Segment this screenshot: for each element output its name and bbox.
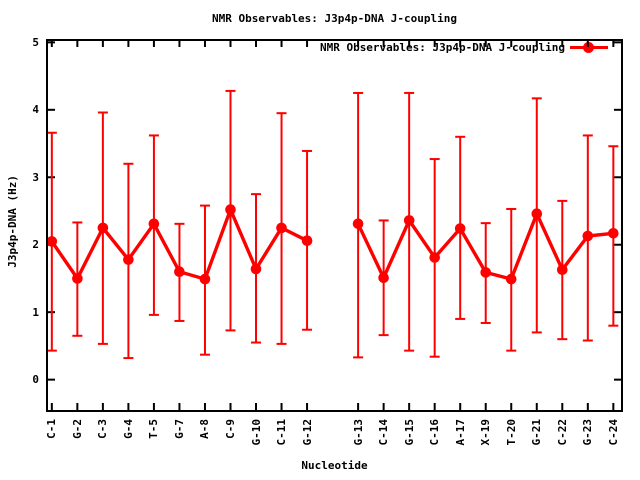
x-tick-label: T-5 <box>147 419 160 439</box>
chart-title: NMR Observables: J3p4p-DNA J-coupling <box>211 12 458 25</box>
data-point <box>557 264 568 275</box>
data-point <box>225 204 236 215</box>
y-tick-label: 1 <box>32 305 39 319</box>
x-tick-label: G-4 <box>122 419 135 439</box>
x-tick-label: G-12 <box>301 419 314 446</box>
data-point <box>48 236 58 247</box>
data-point <box>97 222 109 234</box>
legend-sample <box>570 41 608 54</box>
x-tick-label: G-23 <box>581 419 594 446</box>
y-tick-label: 5 <box>32 35 39 49</box>
x-tick-label: C-1 <box>45 419 58 439</box>
x-tick-label: A-17 <box>454 419 467 446</box>
x-tick-label: X-19 <box>479 419 492 446</box>
y-axis-title: J3p4p-DNA (Hz) <box>6 175 19 268</box>
x-tick-label: G-10 <box>250 419 263 446</box>
x-tick-label: C-11 <box>275 419 288 446</box>
data-point <box>505 273 517 285</box>
x-tick-label: G-2 <box>71 419 84 439</box>
x-tick-label: G-7 <box>173 419 186 439</box>
data-point <box>199 273 211 285</box>
x-tick-label: T-20 <box>505 419 518 446</box>
x-axis-title: Nucleotide <box>301 459 368 472</box>
data-point <box>276 222 287 234</box>
x-tick-label: G-13 <box>352 419 365 446</box>
y-tick-label: 3 <box>32 170 39 184</box>
x-tick-label: A-8 <box>198 419 211 439</box>
data-point <box>174 266 185 277</box>
data-point <box>582 230 594 242</box>
data-point <box>352 218 364 230</box>
x-tick-label: C-3 <box>96 419 109 439</box>
y-tick-label: 4 <box>32 103 39 117</box>
legend-marker-icon <box>583 42 594 53</box>
data-point <box>123 254 134 265</box>
x-tick-label: G-15 <box>403 419 416 446</box>
plot-canvas <box>48 41 621 410</box>
data-point <box>531 208 543 219</box>
data-point <box>301 235 313 246</box>
data-point <box>250 263 262 275</box>
x-tick-label: G-21 <box>530 419 543 446</box>
x-tick-label: C-14 <box>377 419 390 446</box>
x-tick-label: C-24 <box>607 419 620 446</box>
legend: NMR Observables: J3p4p-DNA J-coupling <box>320 41 608 54</box>
data-point <box>454 223 466 234</box>
data-point <box>148 218 160 230</box>
data-point <box>72 273 83 284</box>
x-tick-label: C-16 <box>428 419 441 446</box>
x-tick-label: C-22 <box>556 419 569 446</box>
plot-area <box>46 39 623 412</box>
x-tick-label: C-9 <box>224 419 237 439</box>
y-tick-label: 2 <box>32 238 39 252</box>
data-point <box>403 215 415 226</box>
data-point <box>378 272 389 284</box>
data-point <box>429 252 441 263</box>
data-point <box>608 228 619 239</box>
data-point <box>480 267 492 278</box>
y-tick-label: 0 <box>32 373 39 387</box>
legend-label: NMR Observables: J3p4p-DNA J-coupling <box>319 41 565 54</box>
